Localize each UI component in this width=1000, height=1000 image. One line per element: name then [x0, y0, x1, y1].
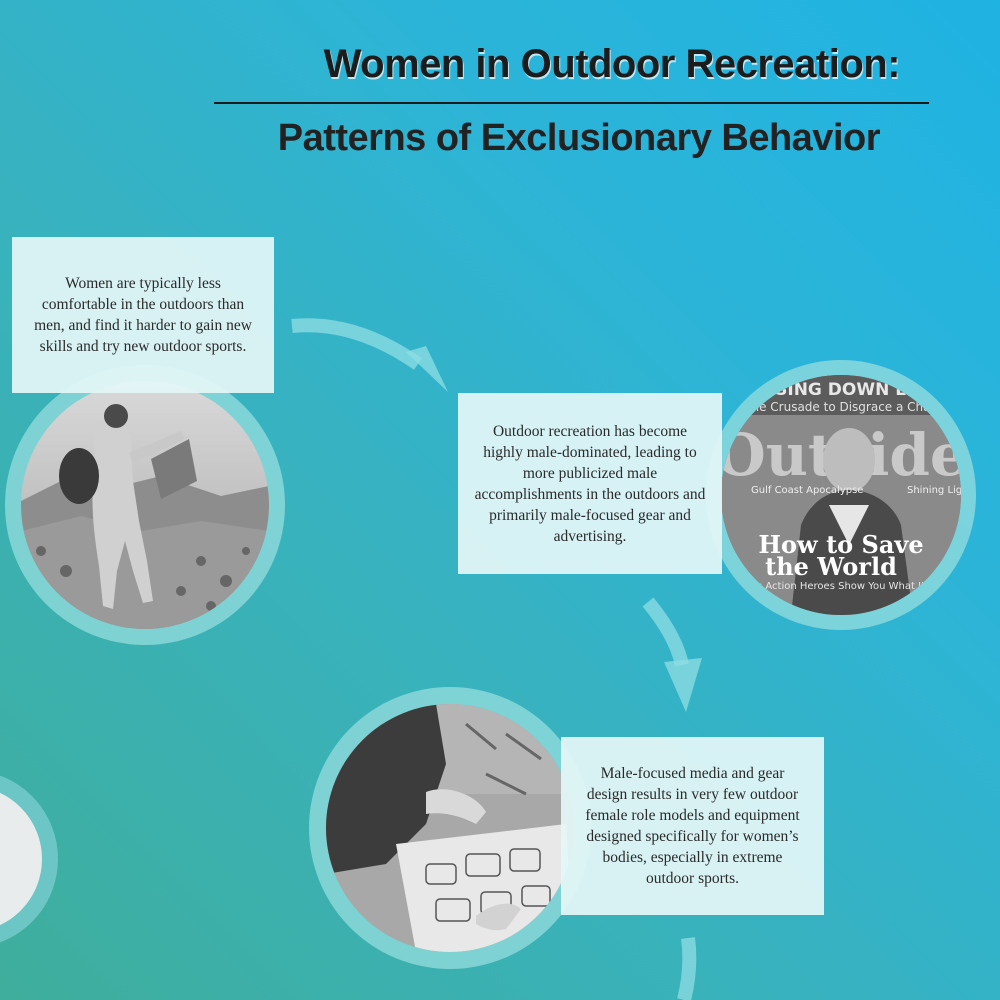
magazine-side-right: Shining Light	[907, 485, 961, 496]
page-title: Women in Outdoor Recreation:	[323, 42, 901, 86]
arrow-1	[291, 318, 423, 370]
card-2-text-box: Outdoor recreation has become highly mal…	[458, 393, 722, 574]
sketching-photo	[326, 704, 574, 952]
magazine-footer: s Action Heroes Show You What It	[757, 581, 925, 592]
magazine-side-left: Gulf Coast Apocalypse	[751, 485, 863, 496]
arrow-3	[677, 937, 697, 1000]
magazine-tagline: he Crusade to Disgrace a Cha	[751, 400, 930, 414]
card-2-text: Outdoor recreation has become highly mal…	[474, 422, 706, 545]
magazine-headline-2: the World	[765, 552, 897, 581]
card-3-text-box: Male-focused media and gear design resul…	[561, 737, 824, 915]
magazine-headline-1: How to Save	[758, 530, 923, 559]
card-3-text: Male-focused media and gear design resul…	[585, 765, 800, 887]
arrowhead-1	[406, 346, 448, 392]
card-1-text-box: Women are typically less comfortable in …	[12, 237, 274, 393]
magazine-top-line: SING DOWN E	[775, 380, 907, 400]
card-1-text: Women are typically less comfortable in …	[34, 275, 252, 355]
woman-hiker-photo	[21, 381, 269, 629]
page-subtitle: Patterns of Exclusionary Behavior	[277, 117, 881, 159]
magazine-cover-photo: SING DOWN E he Crusade to Disgrace a Cha…	[721, 375, 961, 615]
title-divider	[214, 102, 929, 104]
arrow-2	[642, 597, 689, 667]
arrowhead-2	[664, 658, 702, 712]
